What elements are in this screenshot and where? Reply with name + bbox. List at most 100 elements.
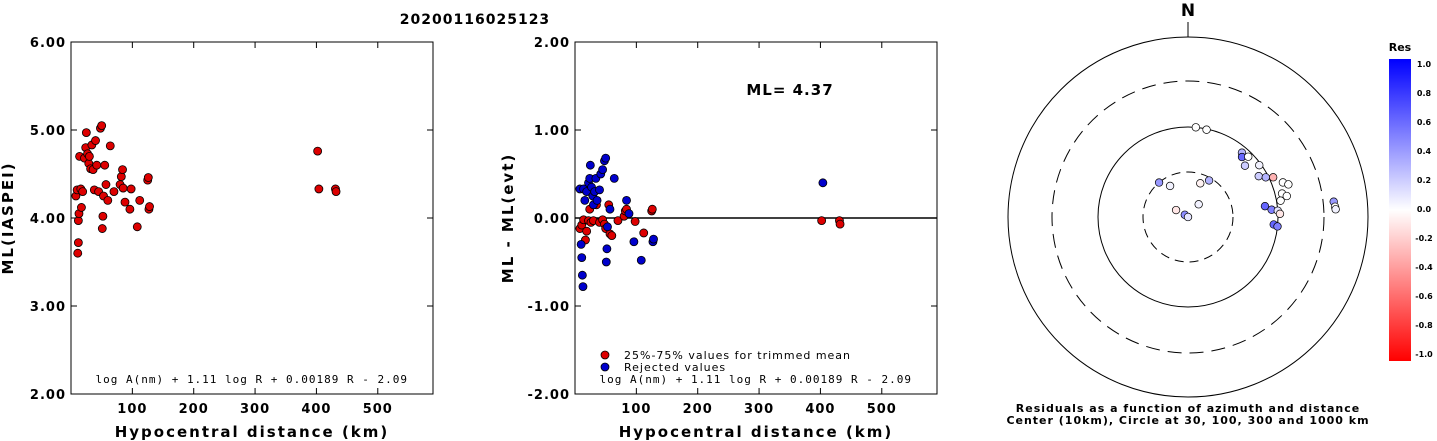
data-point xyxy=(109,187,119,197)
residual-point xyxy=(1254,172,1263,181)
colorbar-tick-label: -0.6 xyxy=(1415,292,1433,301)
y-tick-label: 0.00 xyxy=(534,212,570,227)
panel-residual-ylabel: ML - ML(evt) xyxy=(499,153,517,283)
y-tick-label: 3.00 xyxy=(30,300,66,315)
panel-residual-points xyxy=(575,153,845,292)
x-tick-label: 200 xyxy=(683,402,713,417)
chart-title: 20200116025123 xyxy=(400,12,550,28)
rejected-point xyxy=(622,195,631,205)
accepted-point xyxy=(607,231,617,241)
data-point xyxy=(92,160,102,170)
rejected-point xyxy=(601,257,611,267)
y-tick-label: 4.00 xyxy=(30,212,66,227)
data-point xyxy=(97,224,107,233)
residual-point xyxy=(1191,123,1200,132)
panel-ml-formula: log A(nm) + 1.11 log R + 0.00189 R - 2.0… xyxy=(95,373,408,386)
residual-point xyxy=(1171,205,1181,215)
colorbar-tick-label: -0.8 xyxy=(1415,321,1433,330)
residual-point xyxy=(1194,200,1203,209)
accepted-point xyxy=(613,216,623,226)
data-point xyxy=(78,187,88,197)
colorbar-tick-label: 0.0 xyxy=(1417,205,1432,214)
x-tick-label: 400 xyxy=(805,402,835,417)
data-point xyxy=(126,184,136,194)
residual-point xyxy=(1275,209,1285,218)
rejected-point xyxy=(636,255,646,265)
panel-ml-ylabel: ML(IASPEI) xyxy=(0,161,17,274)
accepted-point xyxy=(835,219,845,229)
rejected-point xyxy=(595,185,604,195)
residual-point xyxy=(1269,173,1278,182)
residual-point xyxy=(1261,173,1270,182)
data-point xyxy=(81,128,91,138)
rejected-point xyxy=(603,222,612,232)
residual-point xyxy=(1273,222,1282,231)
panel-residual-formula: log A(nm) + 1.11 log R + 0.00189 R - 2.0… xyxy=(599,373,912,386)
rejected-point xyxy=(601,153,611,163)
x-tick-label: 500 xyxy=(867,402,897,417)
colorbar-tick-label: 0.2 xyxy=(1417,176,1431,185)
data-point xyxy=(98,211,108,221)
colorbar-title: Res xyxy=(1389,41,1412,54)
data-point xyxy=(101,180,111,189)
data-point xyxy=(313,146,323,156)
residual-point xyxy=(1284,180,1293,189)
rejected-point xyxy=(592,195,602,205)
colorbar-tick-label: 0.6 xyxy=(1417,118,1432,127)
rejected-point xyxy=(580,195,590,205)
colorbar-tick-label: -0.4 xyxy=(1415,263,1433,272)
y-tick-label: 2.00 xyxy=(534,36,570,51)
data-point xyxy=(91,136,100,145)
y-tick-label: -1.00 xyxy=(528,300,570,315)
rejected-point xyxy=(585,160,595,170)
rejected-point xyxy=(629,237,639,247)
y-tick-label: 6.00 xyxy=(30,36,66,51)
accepted-point xyxy=(630,217,640,226)
panel-residual-y-ticks: -2.00 -1.00 0.00 1.00 2.00 xyxy=(528,36,937,403)
residual-point xyxy=(1202,125,1211,134)
ml-value: ML= 4.37 xyxy=(746,81,833,99)
ring-30km xyxy=(1142,171,1234,263)
panel-ml-frame xyxy=(70,41,434,395)
y-tick-label: -2.00 xyxy=(528,388,570,403)
legend-accepted-marker xyxy=(600,350,610,360)
residual-point xyxy=(1204,176,1214,185)
residual-point xyxy=(1260,202,1270,211)
data-point xyxy=(118,165,127,175)
panel-ml: 2.00 3.00 4.00 5.00 6.00 100 200 300 400 500 log… xyxy=(0,36,434,441)
rejected-point xyxy=(602,244,612,254)
residual-point xyxy=(1196,179,1205,188)
data-point xyxy=(135,195,145,205)
colorbar-gradient xyxy=(1389,59,1411,361)
x-tick-label: 100 xyxy=(621,402,651,417)
panel-polar-points xyxy=(1154,123,1340,231)
x-tick-label: 500 xyxy=(363,402,393,417)
rejected-point xyxy=(578,282,588,292)
panel-ml-y-ticks: 2.00 3.00 4.00 5.00 6.00 xyxy=(30,36,433,403)
data-point xyxy=(116,172,126,182)
polar-caption-line1: Residuals as a function of azimuth and d… xyxy=(1016,402,1360,415)
residual-point xyxy=(1240,161,1250,170)
data-point xyxy=(331,187,341,197)
rejected-point xyxy=(649,234,658,244)
accepted-point xyxy=(817,216,827,226)
panel-residual-x-ticks: 100 200 300 400 500 xyxy=(621,42,897,417)
colorbar-tick-label: -0.2 xyxy=(1415,234,1433,243)
residual-point xyxy=(1183,212,1193,222)
rejected-point xyxy=(609,173,619,183)
residual-point xyxy=(1255,161,1264,170)
rejected-point xyxy=(577,253,587,263)
y-tick-label: 1.00 xyxy=(534,124,570,139)
data-point xyxy=(103,195,113,205)
colorbar: Res 1.0 0.8 0.6 0.4 0.2 0.0 -0.2 -0.4 -0.6 -0.8 -1… xyxy=(1389,41,1433,361)
residual-point xyxy=(1282,191,1291,201)
data-point xyxy=(143,173,153,182)
rejected-point xyxy=(605,204,615,214)
data-point xyxy=(73,248,83,258)
residual-point xyxy=(1244,152,1253,161)
data-point xyxy=(145,202,154,211)
x-tick-label: 300 xyxy=(744,402,774,417)
data-point xyxy=(85,151,94,161)
rejected-point xyxy=(598,165,608,175)
